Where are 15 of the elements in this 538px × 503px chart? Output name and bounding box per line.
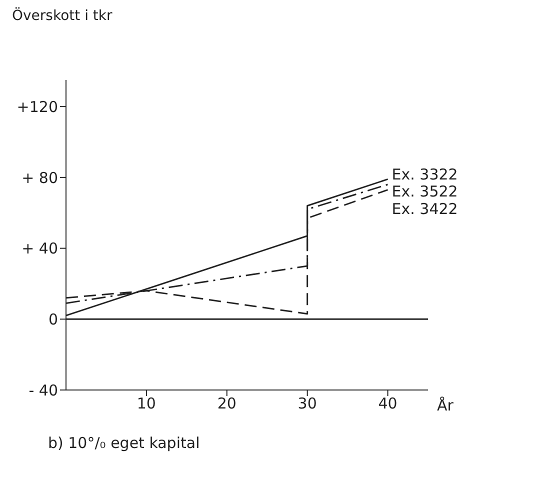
x-tick-label: 40 [378,394,398,413]
x-tick-label: 20 [217,394,236,413]
x-axis-title: År [437,396,454,414]
series-label: Ex. 3322 [392,165,458,184]
y-axis-title: Överskott i tkr [12,8,114,26]
y-tick-label: + 80 [22,168,58,187]
series-label: Ex. 3522 [392,182,458,201]
y-tick-label: +120 [16,98,58,116]
text: b) 10°/₀ eget kapital [48,434,201,452]
y-tick-label: - 40 [28,381,58,400]
y-tick-label: + 40 [22,240,58,258]
x-tick-label: 30 [298,394,317,413]
x-tick-label: 10 [136,394,156,413]
y-tick-label: 0 [48,310,58,328]
series-label: Ex. 3422 [392,200,458,218]
